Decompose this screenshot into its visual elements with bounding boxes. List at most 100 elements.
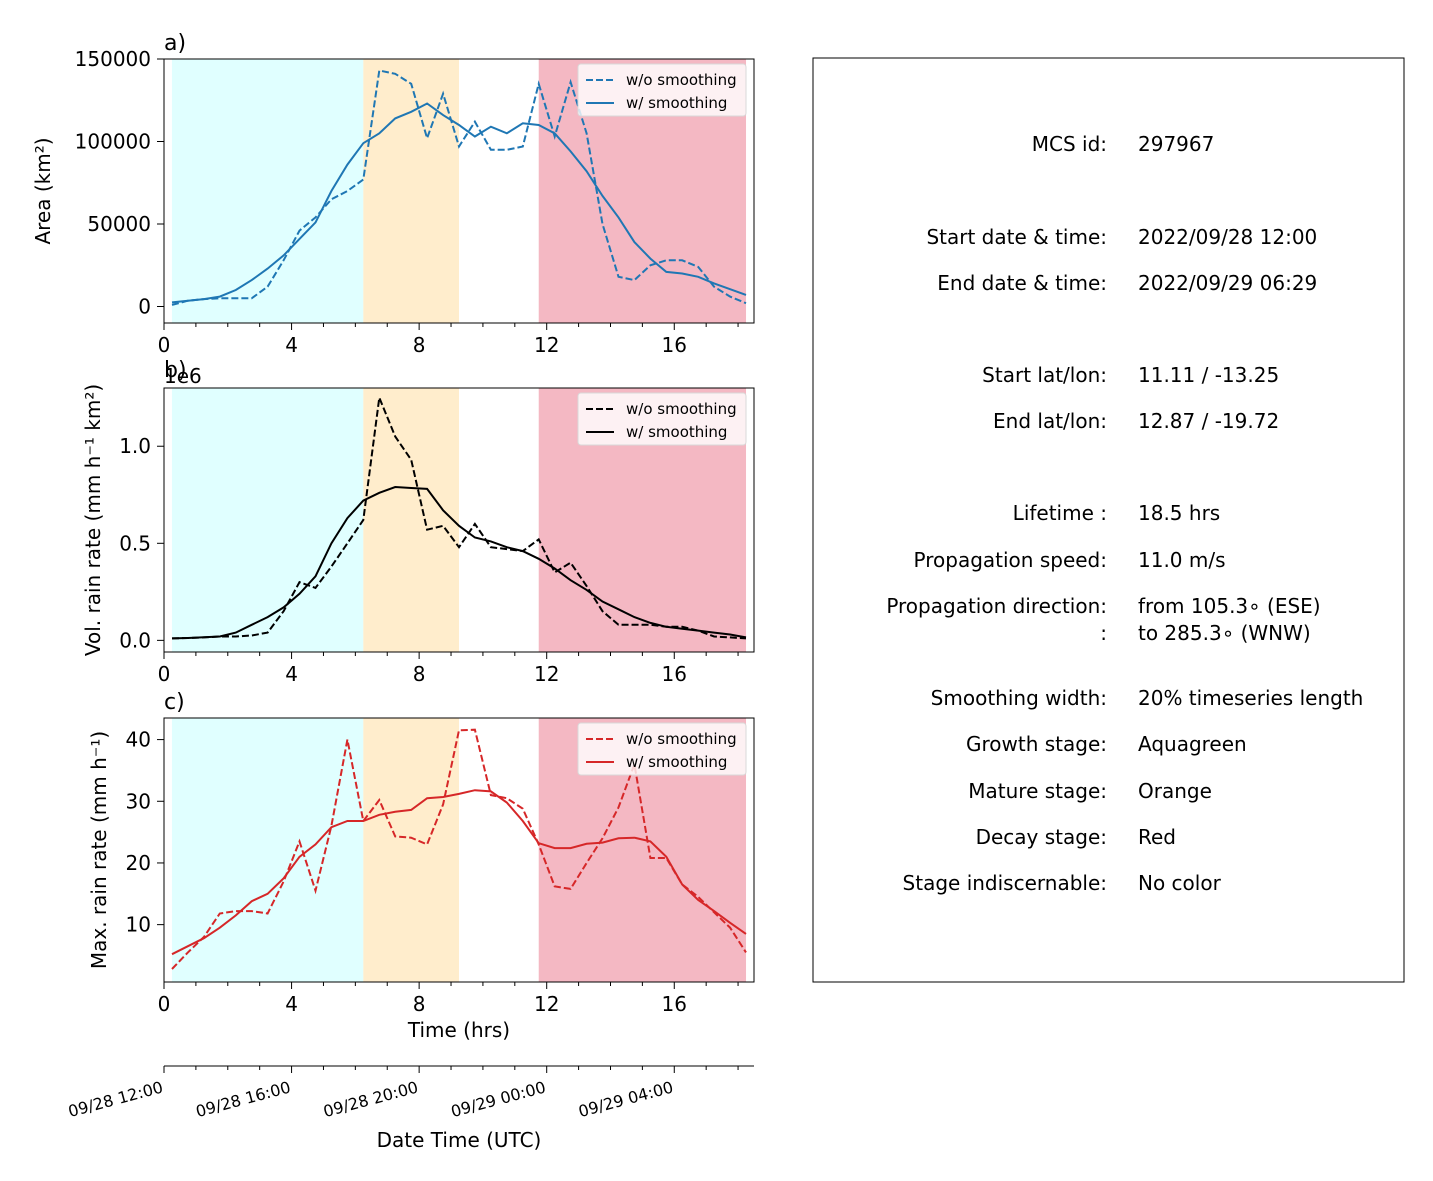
series-line-raw (171, 393, 747, 640)
stage-band-mature (363, 59, 459, 323)
plot-frame-c (163, 717, 755, 983)
info-value: 20% timeseries length (1138, 686, 1363, 710)
x-ticks-c: 0 4 8 12 16 (158, 982, 739, 1016)
legend-entry: w/ smoothing (626, 94, 727, 112)
info-key: Lifetime : (1013, 501, 1107, 525)
x-tick-label: 12 (534, 992, 559, 1016)
legend-b: w/o smoothing w/ smoothing (577, 392, 747, 446)
info-value: 12.87 / -19.72 (1138, 409, 1279, 433)
info-value: Red (1138, 825, 1176, 849)
panel-a-area: 0 4 8 12 16 0 50000 100000 150000 a) Area (km²)… (31, 31, 755, 357)
info-key: Decay stage: (976, 825, 1107, 849)
legend-entry: w/ smoothing (626, 423, 727, 441)
y-tick-label: 20 (126, 851, 151, 875)
plot-frame-b (163, 387, 755, 653)
x-tick-label: 8 (413, 662, 426, 686)
x-tick-label: 16 (662, 662, 687, 686)
x-tick-label: 12 (534, 662, 559, 686)
date-time-axis: 09/28 12:00 09/28 16:00 09/28 20:00 09/29 0… (66, 1065, 754, 1152)
series-lines-a (171, 69, 747, 306)
info-value: 297967 (1138, 132, 1214, 156)
legend-entry: w/o smoothing (626, 400, 737, 418)
info-key: Growth stage: (966, 732, 1107, 756)
legend-frame (577, 392, 747, 446)
legend-frame (577, 722, 747, 776)
panel-b-volrain: 0 4 8 12 16 0.0 0.5 1.0 b) 1e6 Vol. rain rate … (81, 358, 755, 686)
info-value: 2022/09/29 06:29 (1138, 271, 1317, 295)
series-line-smoothed (171, 789, 747, 956)
info-key: End date & time: (937, 271, 1107, 295)
legend-entry: w/o smoothing (626, 71, 737, 89)
x-tick-label: 4 (285, 992, 298, 1016)
x-ticks-a: 0 4 8 12 16 (158, 323, 739, 357)
y-tick-label: 10 (126, 913, 151, 937)
date-ticks: 09/28 12:00 09/28 16:00 09/28 20:00 09/29 0… (66, 1066, 739, 1122)
info-key: Start lat/lon: (982, 363, 1107, 387)
series-line-smoothed (171, 485, 747, 640)
y-tick-label: 1.0 (119, 434, 151, 458)
y-tick-label: 50000 (87, 212, 151, 236)
series-line-smoothed (171, 102, 747, 304)
legend-c: w/o smoothing w/ smoothing (577, 722, 747, 776)
info-value: Orange (1138, 779, 1212, 803)
x-tick-label: 0 (158, 992, 171, 1016)
panel-c-maxrain: 0 4 8 12 16 10 20 30 40 c) Max. rain rate (mm h… (87, 690, 755, 1042)
series-lines-b (171, 393, 747, 640)
info-value: to 285.3∘ (WNW) (1138, 621, 1311, 645)
series-line-raw (171, 69, 747, 306)
info-value: No color (1138, 871, 1222, 895)
series-line-raw (171, 728, 747, 970)
info-value: from 105.3∘ (ESE) (1138, 594, 1321, 618)
stage-band-mature (363, 718, 459, 982)
info-key: Smoothing width: (931, 686, 1107, 710)
y-tick-label: 0 (138, 295, 151, 319)
info-key: : (1100, 621, 1107, 645)
stage-band-mature (363, 388, 459, 652)
info-key: Propagation direction: (886, 594, 1107, 618)
info-key: Propagation speed: (914, 548, 1107, 572)
y-axis-label-a: Area (km²) (31, 137, 55, 244)
legend-entry: w/ smoothing (626, 753, 727, 771)
info-value: 11.0 m/s (1138, 548, 1226, 572)
y-offset-label-b: 1e6 (164, 364, 202, 388)
stage-band-growth (171, 59, 364, 323)
x-tick-label: 4 (285, 662, 298, 686)
date-tick-label: 09/29 04:00 (576, 1078, 675, 1122)
info-key: End lat/lon: (993, 409, 1107, 433)
y-ticks-c: 10 20 30 40 (126, 728, 164, 937)
x-tick-label: 8 (413, 333, 426, 357)
date-axis-label: Date Time (UTC) (377, 1128, 542, 1152)
x-tick-label: 0 (158, 662, 171, 686)
y-axis-label-c: Max. rain rate (mm h⁻¹) (87, 731, 111, 969)
info-value: 18.5 hrs (1138, 501, 1220, 525)
x-tick-label: 12 (534, 333, 559, 357)
series-lines-c (171, 728, 747, 970)
info-key: Start date & time: (926, 225, 1107, 249)
stage-band-growth (171, 718, 364, 982)
y-tick-label: 0.5 (119, 531, 151, 555)
x-tick-label: 4 (285, 333, 298, 357)
y-ticks-b: 0.0 0.5 1.0 (119, 434, 164, 652)
plot-frame-a (163, 58, 755, 324)
y-tick-label: 40 (126, 728, 151, 752)
x-tick-label: 16 (662, 333, 687, 357)
date-tick-label: 09/28 20:00 (321, 1078, 420, 1122)
info-box-frame (812, 57, 1405, 983)
panel-label-b: b) (164, 358, 187, 383)
x-tick-label: 0 (158, 333, 171, 357)
y-tick-label: 0.0 (119, 628, 151, 652)
x-ticks-b: 0 4 8 12 16 (158, 652, 739, 686)
legend-entry: w/o smoothing (626, 730, 737, 748)
mcs-info-box: MCS id: 297967 Start date & time: 2022/09/2… (812, 57, 1405, 983)
y-ticks-a: 0 50000 100000 150000 (75, 47, 164, 319)
info-rows: MCS id: 297967 Start date & time: 2022/09/2… (886, 132, 1363, 895)
stage-band-growth (171, 388, 364, 652)
legend-frame (577, 63, 747, 117)
info-key: Mature stage: (968, 779, 1107, 803)
info-key: Stage indiscernable: (903, 871, 1107, 895)
legend-a: w/o smoothing w/ smoothing (577, 63, 747, 117)
info-value: 2022/09/28 12:00 (1138, 225, 1317, 249)
date-tick-label: 09/28 12:00 (66, 1078, 165, 1122)
y-tick-label: 30 (126, 789, 151, 813)
